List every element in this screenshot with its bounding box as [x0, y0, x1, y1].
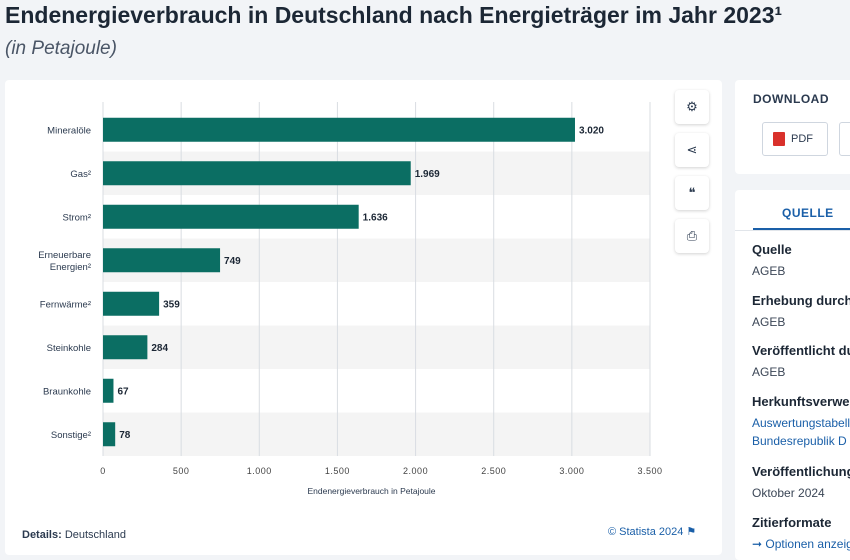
- x-tick-label: 1.500: [325, 466, 350, 476]
- citation-label: Zitierformate: [752, 515, 832, 530]
- print-button[interactable]: ⎙: [675, 219, 709, 253]
- bar: [103, 422, 116, 447]
- bar-value-label: 1.969: [415, 169, 440, 180]
- bar-value-label: 359: [163, 299, 180, 310]
- reference-item: Herkunftsverweis Auswertungstabellen Bun…: [752, 394, 850, 450]
- survey-value: AGEB: [752, 315, 786, 329]
- bar: [103, 291, 160, 316]
- category-label: Gas²: [70, 169, 91, 180]
- bar-value-label: 3.020: [579, 125, 604, 136]
- bar: [103, 378, 114, 403]
- category-label: Fernwärme²: [40, 299, 91, 310]
- share-button[interactable]: ⋖: [675, 133, 709, 167]
- release-label: Veröffentlichung: [752, 464, 850, 479]
- pdf-download-button[interactable]: PDF: [762, 122, 828, 156]
- source-value: AGEB: [752, 264, 786, 278]
- page-subtitle: (in Petajoule): [5, 38, 117, 59]
- source-label: Quelle: [752, 242, 792, 257]
- category-label: Steinkohle: [47, 343, 91, 354]
- x-tick-label: 2.000: [403, 466, 428, 476]
- x-tick-label: 0: [100, 466, 106, 476]
- publisher-label: Veröffentlicht durch: [752, 343, 850, 358]
- bar-value-label: 78: [119, 430, 131, 441]
- release-value: Oktober 2024: [752, 486, 825, 500]
- bar: [103, 204, 359, 229]
- download-title: DOWNLOAD: [753, 92, 829, 106]
- x-tick-label: 2.500: [481, 466, 506, 476]
- category-label: Mineralöle: [47, 125, 91, 136]
- settings-button[interactable]: ⚙: [675, 90, 709, 124]
- row-stripe: [103, 325, 650, 369]
- reference-label: Herkunftsverweis: [752, 394, 850, 409]
- survey-item: Erhebung durch AGEB: [752, 293, 850, 331]
- details-value: Deutschland: [64, 529, 126, 541]
- gear-icon: ⚙: [686, 99, 698, 114]
- source-card: QUELLE Quelle AGEB Erhebung durch AGEB V…: [735, 190, 850, 560]
- copyright-link[interactable]: © Statista 2024 ⚑: [608, 526, 697, 538]
- category-label: Erneuerbare Energien²: [38, 250, 91, 273]
- details-label: Details:: [22, 529, 62, 541]
- quote-icon: ❝: [688, 185, 696, 200]
- download-card: DOWNLOAD PDF: [735, 80, 850, 174]
- bar: [103, 335, 148, 360]
- cite-button[interactable]: ❝: [675, 176, 709, 210]
- pdf-icon: [773, 132, 785, 146]
- category-label: Strom²: [63, 212, 92, 223]
- x-tick-label: 1.000: [247, 466, 272, 476]
- bar-value-label: 1.636: [363, 212, 388, 223]
- category-label: Braunkohle: [43, 386, 91, 397]
- bar-chart: 0 500 1.000 1.500 2.000 2.500 3.000 3.500 3.020 M…: [38, 102, 662, 496]
- publisher-item: Veröffentlicht durch AGEB: [752, 343, 850, 381]
- print-icon: ⎙: [686, 228, 698, 243]
- reference-link-1[interactable]: Auswertungstabellen: [752, 416, 850, 430]
- chart-details: Details: Deutschland: [22, 529, 126, 541]
- bar-value-label: 284: [151, 343, 168, 354]
- bar: [103, 161, 411, 186]
- row-stripe: [103, 412, 650, 456]
- publisher-value: AGEB: [752, 365, 786, 379]
- share-icon: ⋖: [686, 142, 698, 157]
- bar: [103, 248, 221, 273]
- citation-item: Zitierformate ➞ Optionen anzeigen: [752, 515, 850, 553]
- citation-link[interactable]: ➞ Optionen anzeigen: [752, 537, 850, 551]
- chart-toolbar: ⚙ ⋖ ❝ ⎙: [675, 90, 711, 262]
- survey-label: Erhebung durch: [752, 293, 850, 308]
- page-title: Endenergieverbrauch in Deutschland nach …: [5, 2, 783, 28]
- download-button-2[interactable]: [839, 122, 850, 156]
- divider: [735, 230, 850, 231]
- x-tick-label: 500: [173, 466, 190, 476]
- x-tick-label: 3.500: [637, 466, 662, 476]
- x-tick-label: 3.000: [559, 466, 584, 476]
- tab-quelle[interactable]: QUELLE: [782, 206, 834, 220]
- reference-link-2[interactable]: Bundesrepublik D: [752, 434, 847, 448]
- bar-value-label: 749: [224, 256, 241, 267]
- x-axis-label: Endenergieverbrauch in Petajoule: [307, 486, 435, 496]
- bar: [103, 117, 575, 142]
- source-item: Quelle AGEB: [752, 242, 792, 280]
- pdf-label: PDF: [791, 133, 813, 145]
- release-item: Veröffentlichung Oktober 2024: [752, 464, 850, 502]
- chart-card: 0 500 1.000 1.500 2.000 2.500 3.000 3.500 3.020 M…: [5, 80, 722, 555]
- bar-value-label: 67: [117, 386, 129, 397]
- category-label: Sonstige²: [51, 430, 91, 441]
- tab-indicator: [753, 228, 850, 230]
